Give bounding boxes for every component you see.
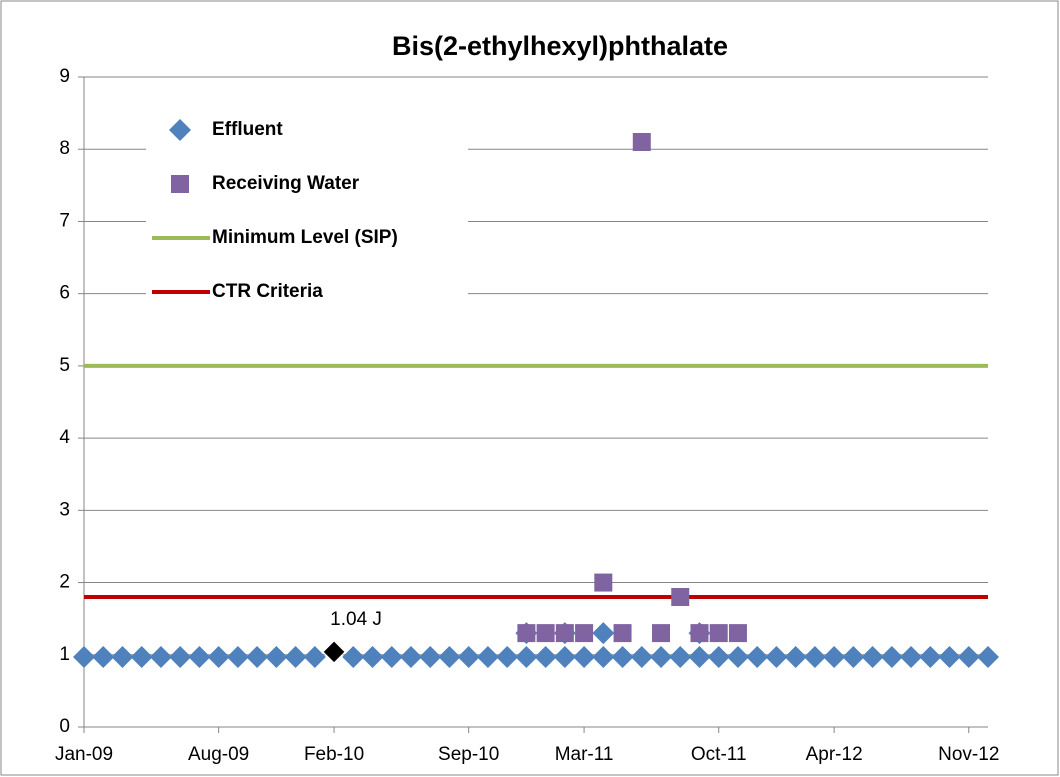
diamond-marker [592, 622, 615, 645]
y-tick-label: 6 [59, 283, 70, 304]
diamond-marker [496, 645, 519, 668]
diamond-marker [919, 645, 942, 668]
diamond-marker [553, 645, 576, 668]
diamond-marker [573, 645, 596, 668]
y-tick-label: 3 [59, 499, 70, 520]
x-tick-label: Apr-12 [806, 744, 863, 765]
diamond-marker [303, 645, 326, 668]
x-tick-label: Aug-09 [188, 744, 249, 765]
x-tick-label: Jan-09 [55, 744, 113, 765]
diamond-marker [169, 645, 192, 668]
y-tick-label: 8 [59, 138, 70, 159]
diamond-marker [73, 645, 95, 668]
legend-label: Receiving Water [212, 173, 360, 194]
diamond-marker [900, 645, 923, 668]
diamond-marker [746, 645, 769, 668]
square-marker [632, 133, 651, 151]
y-tick-label: 7 [59, 210, 70, 231]
legend-marker [171, 175, 189, 193]
y-tick-label: 2 [59, 572, 70, 593]
y-tick-label: 9 [59, 66, 70, 87]
legend-label: Minimum Level (SIP) [212, 227, 398, 248]
diamond-marker [880, 645, 903, 668]
square-marker [613, 624, 632, 643]
annotation-label: 1.04 J [330, 609, 382, 630]
y-tick-label: 4 [59, 427, 70, 448]
x-tick-label: Mar-11 [555, 744, 614, 765]
diamond-marker [92, 645, 115, 668]
diamond-marker [803, 645, 826, 668]
diamond-marker [630, 645, 653, 668]
diamond-marker [322, 640, 346, 664]
legend-marker [169, 119, 191, 141]
diamond-marker [957, 645, 980, 668]
square-marker [594, 573, 613, 592]
legend-label: CTR Criteria [212, 281, 323, 302]
diamond-marker [246, 645, 269, 668]
diamond-marker [361, 645, 384, 668]
x-tick-label: Sep-10 [438, 744, 499, 765]
diamond-marker [419, 645, 442, 668]
diamond-marker [823, 645, 846, 668]
diamond-marker [611, 645, 634, 668]
diamond-marker [207, 645, 230, 668]
diamond-marker [380, 645, 403, 668]
y-tick-label: 1 [59, 644, 70, 665]
diamond-marker [457, 645, 480, 668]
x-tick-label: Nov-12 [938, 744, 999, 765]
y-tick-label: 5 [59, 355, 70, 376]
diamond-marker [784, 645, 807, 668]
diamond-marker [592, 645, 615, 668]
diamond-marker [111, 645, 134, 668]
diamond-marker [226, 645, 249, 668]
diamond-marker [650, 645, 673, 668]
diamond-marker [938, 645, 961, 668]
diamond-marker [130, 645, 153, 668]
diamond-marker [284, 645, 307, 668]
diamond-marker [188, 645, 211, 668]
square-marker [690, 624, 709, 643]
y-tick-label: 0 [59, 716, 70, 737]
legend-box [146, 108, 468, 314]
diamond-marker [726, 645, 749, 668]
legend-label: Effluent [212, 119, 283, 140]
diamond-marker [265, 645, 288, 668]
square-marker [652, 624, 671, 643]
diamond-marker [842, 645, 865, 668]
square-marker [555, 624, 574, 643]
square-marker [536, 624, 555, 643]
square-marker [517, 624, 536, 643]
diamond-marker [342, 645, 365, 668]
diamond-marker [438, 645, 461, 668]
square-marker [728, 624, 747, 643]
diamond-marker [669, 645, 692, 668]
diamond-marker [977, 645, 999, 668]
diamond-marker [515, 645, 538, 668]
diamond-marker [707, 645, 730, 668]
diamond-marker [534, 645, 557, 668]
diamond-marker [149, 645, 172, 668]
x-tick-label: Oct-11 [691, 744, 747, 765]
diamond-marker [688, 645, 711, 668]
x-tick-label: Feb-10 [304, 744, 364, 765]
diamond-marker [861, 645, 884, 668]
square-marker [671, 588, 690, 606]
diamond-marker [765, 645, 788, 668]
square-marker [575, 624, 594, 643]
chart-title: Bis(2-ethylhexyl)phthalate [392, 31, 728, 61]
diamond-marker [399, 645, 422, 668]
diamond-marker [476, 645, 499, 668]
square-marker [709, 624, 728, 643]
